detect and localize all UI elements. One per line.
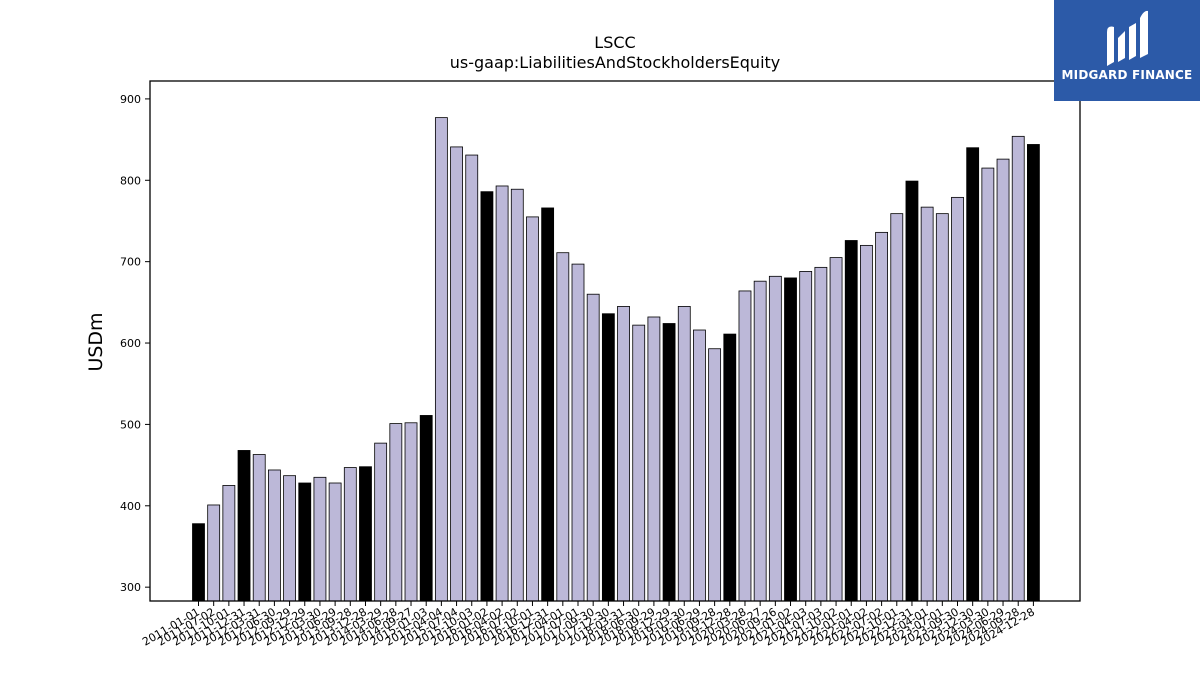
bar	[480, 191, 494, 602]
bar	[799, 271, 813, 602]
bar	[313, 476, 327, 602]
bar	[829, 257, 843, 602]
bar	[981, 167, 995, 602]
bar	[374, 442, 388, 602]
y-tick-label: 800	[120, 174, 141, 187]
bar	[526, 216, 539, 602]
bar	[359, 466, 372, 602]
bar	[495, 185, 509, 602]
chart-subtitle: us-gaap:LiabilitiesAndStockholdersEquity	[450, 53, 781, 72]
bar	[571, 263, 585, 602]
bar	[753, 280, 767, 602]
bar	[647, 316, 661, 602]
bar	[237, 450, 251, 602]
y-tick-label: 500	[120, 418, 141, 431]
bar	[389, 423, 403, 602]
bar	[541, 207, 555, 602]
bar	[708, 348, 722, 602]
bar	[814, 266, 828, 602]
bars	[192, 117, 1040, 602]
bar	[966, 147, 980, 602]
bar	[935, 213, 949, 602]
bar	[860, 244, 873, 602]
bar	[768, 275, 782, 602]
company-logo: MIDGARD FINANCE	[1054, 0, 1200, 101]
bar	[951, 196, 964, 602]
bar	[723, 333, 737, 602]
y-axis-label: USDm	[85, 312, 107, 371]
bar	[662, 323, 676, 602]
bar	[693, 329, 706, 602]
bar	[343, 467, 357, 602]
logo-text: MIDGARD FINANCE	[1061, 68, 1193, 82]
bar	[586, 293, 600, 602]
bar	[784, 277, 797, 602]
bar	[207, 504, 221, 602]
bar	[252, 454, 266, 602]
bar	[404, 422, 418, 602]
bar	[920, 206, 934, 602]
plot-frame	[149, 80, 1081, 602]
y-tick-label: 300	[120, 581, 141, 594]
bar	[192, 523, 205, 602]
bar	[738, 290, 752, 602]
bar	[844, 240, 858, 602]
bar	[905, 180, 919, 602]
bar	[677, 306, 691, 602]
bar	[419, 415, 433, 602]
y-tick-label: 400	[120, 500, 141, 513]
bar	[1027, 144, 1040, 602]
bar	[283, 475, 296, 602]
y-tick-label: 600	[120, 337, 141, 350]
bar	[222, 485, 236, 602]
bar	[450, 146, 463, 602]
bar	[1011, 135, 1025, 602]
y-tick-label: 700	[120, 256, 141, 269]
y-axis-ticks: 300 400 500 600 700 800 900	[120, 93, 150, 594]
bar	[328, 482, 342, 602]
x-axis-ticks: 2011-01-012011-07-022011-10-012011-12-31…	[140, 601, 1037, 649]
midgard-logo-icon	[1107, 10, 1148, 66]
bar	[996, 158, 1010, 602]
bar	[298, 482, 312, 602]
bar	[617, 306, 630, 602]
chart-title: LSCC	[594, 33, 635, 52]
bar	[556, 252, 570, 602]
bar	[510, 188, 524, 602]
bar	[465, 154, 479, 602]
bar	[267, 469, 281, 602]
bar	[875, 231, 888, 602]
y-tick-label: 900	[120, 93, 141, 106]
bar	[601, 313, 615, 602]
bar	[890, 213, 904, 602]
bar	[632, 324, 646, 602]
bar	[434, 117, 448, 602]
